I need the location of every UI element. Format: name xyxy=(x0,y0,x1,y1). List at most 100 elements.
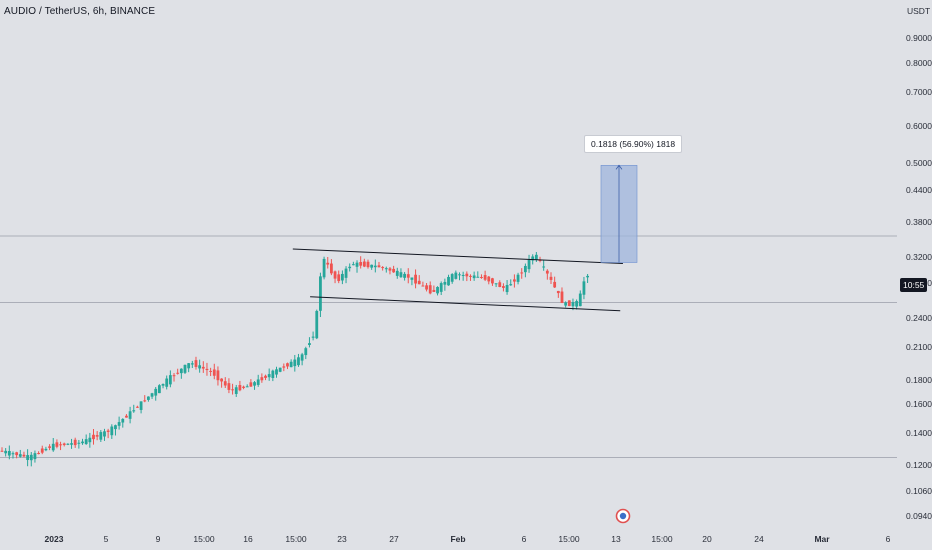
candle-body xyxy=(73,439,77,446)
symbol-title[interactable]: AUDIO / TetherUS, 6h, BINANCE xyxy=(4,6,156,17)
y-tick-label: 0.4400 xyxy=(906,185,932,195)
candle-body xyxy=(201,366,205,369)
candle-body xyxy=(37,453,40,455)
candle-body xyxy=(531,256,535,261)
channel-lower-line xyxy=(310,296,621,312)
candle-body xyxy=(99,432,103,440)
candle-body xyxy=(139,401,143,410)
candle-body xyxy=(59,444,62,446)
candle-body xyxy=(351,264,355,266)
candle-body xyxy=(480,276,483,278)
candle-body xyxy=(106,430,110,432)
candle-body xyxy=(527,259,531,270)
candle-body xyxy=(264,375,267,378)
candle-body xyxy=(238,385,242,391)
candle-body xyxy=(293,359,297,367)
candle-body xyxy=(256,379,260,385)
candle-body xyxy=(425,285,428,290)
y-tick-label: 0.2100 xyxy=(906,342,932,352)
candle-body xyxy=(271,370,275,378)
candle-body xyxy=(538,260,542,262)
candle-body xyxy=(209,370,213,372)
x-tick-label: 23 xyxy=(337,534,347,544)
measurement-label: 0.1818 (56.90%) 1818 xyxy=(584,135,683,153)
candle-body xyxy=(168,375,172,385)
candle-body xyxy=(344,268,348,278)
candle-body xyxy=(333,271,337,279)
candle-body xyxy=(249,382,253,387)
y-tick-label: 0.1600 xyxy=(906,399,932,409)
x-tick-label: 5 xyxy=(104,534,109,544)
y-tick-label: 0.1060 xyxy=(906,486,932,496)
x-tick-label: 2023 xyxy=(45,534,64,544)
candle-body xyxy=(443,281,447,285)
candle-body xyxy=(187,363,191,369)
candle-body xyxy=(403,273,406,278)
candle-body xyxy=(245,386,249,388)
candle-body xyxy=(491,278,494,284)
candle-body xyxy=(0,450,4,452)
price-axis-panel xyxy=(897,0,932,550)
candle-body xyxy=(29,454,33,461)
y-tick-label: 0.5000 xyxy=(906,158,932,168)
candle-body xyxy=(315,310,319,339)
candle-body xyxy=(275,369,278,375)
candle-body xyxy=(289,361,293,368)
candle-body xyxy=(458,274,461,276)
candle-body xyxy=(509,284,513,286)
candle-body xyxy=(220,378,223,382)
candle-body xyxy=(223,381,227,386)
y-tick-label: 0.0940 xyxy=(906,511,932,521)
candle-body xyxy=(66,443,70,445)
candle-body xyxy=(545,270,549,274)
current-price-tag: 10:55 xyxy=(900,278,928,292)
candle-body xyxy=(549,276,553,280)
candle-body xyxy=(40,448,44,453)
candle-body xyxy=(567,300,571,307)
candle-body xyxy=(282,366,286,368)
y-tick-label: 0.1400 xyxy=(906,428,932,438)
event-icon-dot xyxy=(619,512,627,520)
y-tick-label: 0.7000 xyxy=(906,87,932,97)
candle-body xyxy=(575,301,579,307)
candle-body xyxy=(513,279,516,282)
y-tick-label: 0.3200 xyxy=(906,252,932,262)
candle-body xyxy=(157,385,161,394)
y-tick-label: 0.1800 xyxy=(906,375,932,385)
candle-body xyxy=(564,302,568,306)
candle-body xyxy=(117,422,121,426)
candle-body xyxy=(505,284,509,293)
candle-body xyxy=(432,289,436,292)
x-tick-label: 20 xyxy=(702,534,712,544)
y-tick-label: 0.1200 xyxy=(906,460,932,470)
candle-body xyxy=(212,369,216,376)
candle-body xyxy=(542,266,546,268)
candle-body xyxy=(556,290,560,294)
candle-body xyxy=(81,441,84,444)
candle-body xyxy=(560,291,564,304)
candle-body xyxy=(523,265,527,273)
candle-body xyxy=(395,270,399,276)
candle-body xyxy=(70,443,73,445)
candle-body xyxy=(436,286,439,294)
candle-body xyxy=(216,370,220,381)
candle-body xyxy=(494,283,498,285)
candle-body xyxy=(410,277,414,280)
candle-body xyxy=(161,383,165,386)
x-tick-label: 9 xyxy=(156,534,161,544)
candle-body xyxy=(4,450,8,454)
candle-body xyxy=(465,273,469,277)
candle-body xyxy=(51,443,55,451)
candle-body xyxy=(18,454,22,457)
candle-body xyxy=(154,388,158,396)
x-tick-label: Mar xyxy=(814,534,830,544)
candle-body xyxy=(553,281,557,288)
candle-body xyxy=(55,442,59,447)
candle-body xyxy=(110,426,114,436)
candle-body xyxy=(48,446,51,448)
channel-upper-line xyxy=(292,248,623,265)
candle-body xyxy=(428,285,432,294)
candle-body xyxy=(520,272,524,274)
